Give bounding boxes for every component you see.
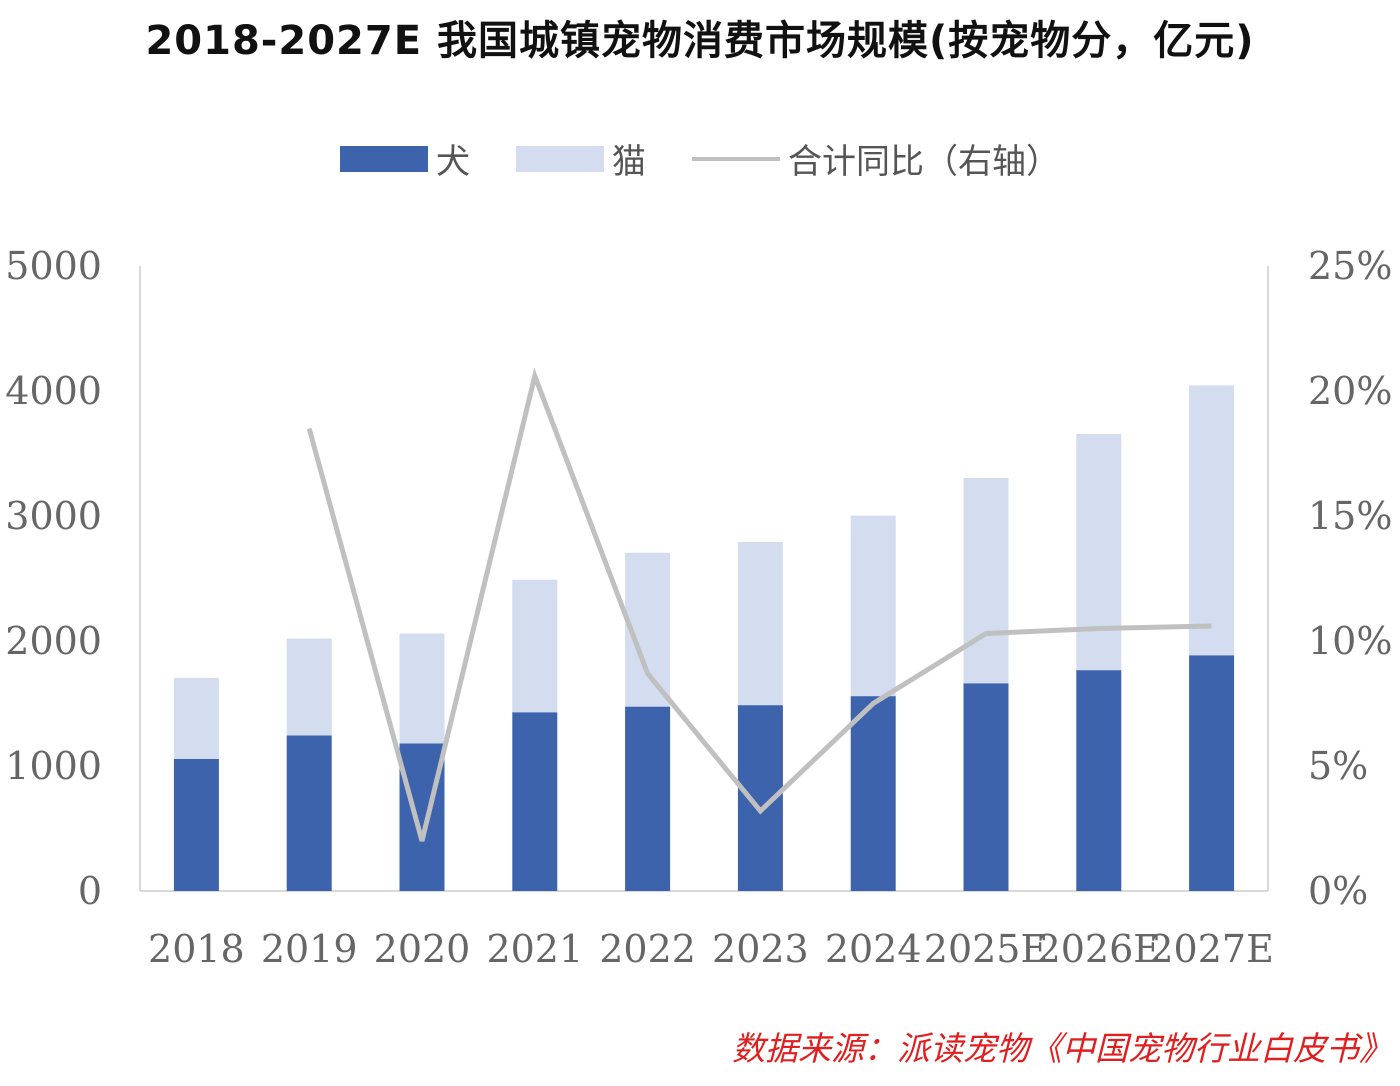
chart-plot: 0 1000 2000 3000 4000 5000 0% 5% 10% 15% 20% 25% 201… bbox=[5, 244, 1392, 971]
y-left-tick-label: 1000 bbox=[5, 744, 102, 788]
legend-item-dog: 犬 bbox=[340, 134, 470, 183]
x-tick-label: 2022 bbox=[599, 927, 696, 971]
legend-label-cat: 猫 bbox=[612, 142, 646, 182]
bar-cat bbox=[173, 677, 219, 759]
y-right-tick-label: 10% bbox=[1308, 619, 1392, 663]
bar-dog bbox=[173, 759, 219, 891]
y-right-tick-label: 20% bbox=[1308, 369, 1392, 413]
x-tick-label: 2027E bbox=[1149, 927, 1273, 971]
bar-cat bbox=[1076, 434, 1122, 671]
y-left-tick-label: 3000 bbox=[5, 494, 102, 538]
legend-item-yoy: 合计同比（右轴） bbox=[692, 134, 1060, 183]
bar-cat bbox=[737, 541, 783, 706]
y-right-tick-label: 25% bbox=[1308, 244, 1392, 288]
bar-cat bbox=[399, 633, 445, 744]
legend-label-yoy: 合计同比（右轴） bbox=[788, 142, 1060, 182]
x-tick-label: 2018 bbox=[148, 927, 245, 971]
bar-dog bbox=[286, 735, 332, 891]
bar-dog bbox=[1189, 655, 1235, 891]
bar-cat bbox=[286, 638, 332, 736]
legend-swatch-cat bbox=[516, 145, 604, 172]
y-left-tick-label: 5000 bbox=[5, 244, 102, 288]
legend-label-dog: 犬 bbox=[436, 142, 470, 182]
bar-cat bbox=[963, 478, 1009, 684]
y-left-tick-label: 2000 bbox=[5, 619, 102, 663]
legend-swatch-dog bbox=[340, 145, 428, 172]
bar-dog bbox=[625, 706, 671, 891]
legend: 犬 猫 合计同比（右轴） bbox=[0, 134, 1400, 183]
y-right-tick-label: 0% bbox=[1308, 869, 1368, 913]
x-tick-label: 2023 bbox=[712, 927, 809, 971]
bar-cat bbox=[850, 515, 896, 697]
x-tick-label: 2025E bbox=[924, 927, 1048, 971]
y-left-tick-label: 4000 bbox=[5, 369, 102, 413]
y-right-tick-label: 5% bbox=[1308, 744, 1368, 788]
bar-dog bbox=[963, 683, 1009, 891]
y-left-tick-label: 0 bbox=[78, 869, 102, 913]
x-tick-label: 2024 bbox=[825, 927, 922, 971]
bar-cat bbox=[512, 579, 558, 713]
chart-title: 2018-2027E 我国城镇宠物消费市场规模(按宠物分，亿元) bbox=[145, 18, 1255, 64]
x-tick-label: 2020 bbox=[374, 927, 471, 971]
bar-dog bbox=[850, 696, 896, 891]
bar-dog bbox=[399, 743, 445, 891]
x-tick-label: 2019 bbox=[261, 927, 358, 971]
x-tick-label: 2021 bbox=[486, 927, 583, 971]
y-right-tick-label: 15% bbox=[1308, 494, 1392, 538]
source-note: 数据来源：派读宠物《中国宠物行业白皮书》 bbox=[732, 1029, 1392, 1068]
x-tick-label: 2026E bbox=[1037, 927, 1161, 971]
bar-dog bbox=[1076, 670, 1122, 891]
bar-cat bbox=[1189, 385, 1235, 656]
legend-line-yoy bbox=[692, 156, 780, 161]
bar-dog bbox=[512, 712, 558, 891]
legend-item-cat: 猫 bbox=[516, 134, 646, 183]
